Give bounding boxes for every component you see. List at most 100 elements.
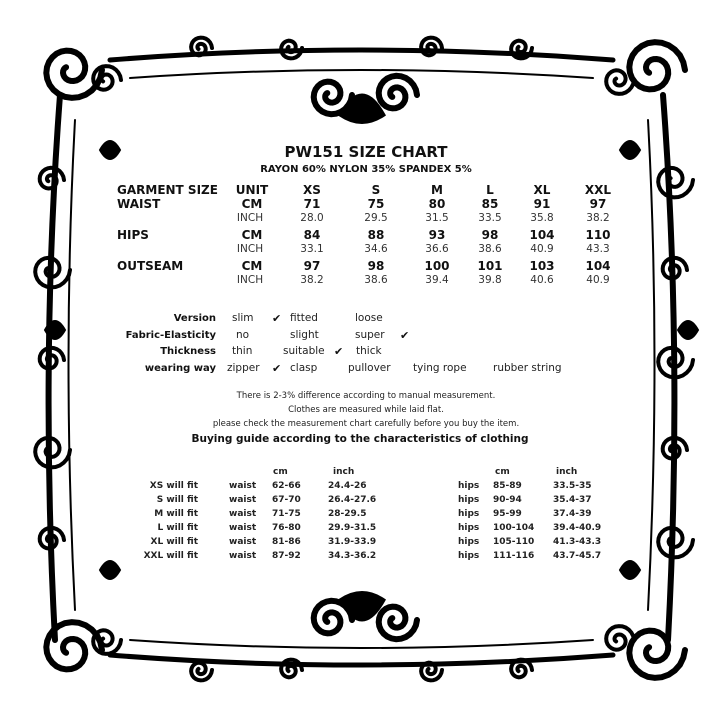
table-cell: 91 [533,197,551,211]
fit-label: L will fit [157,523,198,533]
check-icon: ✔ [334,345,344,358]
feature-option: fitted [290,312,318,324]
table-header-cell: S [371,183,381,197]
feature-option: pullover [348,362,391,374]
feature-option: clasp [290,362,318,374]
swirl-ornament [43,47,105,101]
check-icon: ✔ [400,329,410,342]
swirl-ornament [626,627,688,681]
waist-label: waist [229,481,257,491]
swirl-ornament [419,660,444,683]
table-cell: 29.5 [364,212,388,224]
table-cell: 31.5 [425,212,449,224]
check-icon: ✔ [272,362,282,375]
table-cell: 39.8 [478,274,502,286]
frame-ornament [129,639,594,649]
table-cell: 43.3 [586,243,610,255]
feature-option: suitable [283,345,325,357]
table-cell: 98 [367,259,385,273]
swirl-ornament [375,603,420,643]
buying-guide-title: Buying guide according to the characteri… [191,433,529,445]
waist-inch: 31.9-33.9 [328,537,377,547]
table-header-cell: XL [533,183,551,197]
feature-option: no [236,329,250,341]
unit-cell: CM [241,259,263,273]
table-cell: 38.2 [300,274,324,286]
hips-label: hips [458,481,480,491]
table-cell: 38.2 [586,212,610,224]
waist-inch: 34.3-36.2 [328,551,377,561]
hips-label: hips [458,537,480,547]
swirl-ornament [33,255,72,290]
swirl-ornament [310,78,355,118]
waist-cm: 87-92 [272,551,301,561]
leaf-ornament [98,140,122,160]
hips-cm: 85-89 [493,481,522,491]
fit-label: S will fit [156,495,198,505]
table-header-cell: GARMENT SIZE [117,183,218,197]
waist-cm: 62-66 [272,481,301,491]
swirl-ornament [656,345,695,380]
unit-cell: CM [241,228,263,242]
table-cell: 38.6 [364,274,388,286]
check-icon: ✔ [272,312,282,325]
table-cell: 33.1 [300,243,324,255]
swirl-ornament [189,660,214,683]
swirl-ornament [626,39,688,93]
leaf-ornament [618,140,642,160]
table-header-cell: XXL [584,183,612,197]
table-cell: 98 [481,228,499,242]
table-cell: 104 [585,259,611,273]
feature-option: thick [356,345,382,357]
fabric-composition: RAYON 60% NYLON 35% SPANDEX 5% [260,164,472,175]
swirl-ornament [660,435,689,461]
swirl-ornament [189,35,214,58]
feature-label: Thickness [160,346,216,357]
feature-option: slim [232,312,254,324]
swirl-ornament [91,64,123,92]
swirl-ornament [37,525,66,551]
leaf-ornament [676,320,700,340]
feature-option: thin [232,345,253,357]
waist-inch: 28-29.5 [328,509,367,519]
hips-label: hips [458,523,480,533]
feature-option: slight [290,329,319,341]
hips-cm: 100-104 [493,523,535,533]
unit-cell: INCH [236,212,264,224]
feature-option: rubber string [493,362,562,374]
swirl-ornament [37,345,66,371]
waist-cm: 81-86 [272,537,301,547]
inch-header: inch [333,467,355,477]
table-cell: 93 [428,228,446,242]
hips-cm: 90-94 [493,495,522,505]
waist-label: waist [229,495,257,505]
swirl-ornament [91,628,123,656]
waist-inch: 24.4-26 [328,481,367,491]
fit-label: XXL will fit [143,551,198,561]
table-cell: 40.6 [530,274,554,286]
waist-label: waist [229,537,257,547]
hips-inch: 37.4-39 [553,509,592,519]
frame-ornament [107,47,616,63]
swirl-ornament [33,435,72,470]
table-cell: 38.6 [478,243,502,255]
swirl-ornament [310,597,355,637]
swirl-ornament [509,38,534,61]
fit-label: XL will fit [150,537,198,547]
table-cell: 110 [585,228,611,242]
hips-cm: 95-99 [493,509,522,519]
hips-label: hips [458,495,480,505]
waist-inch: 26.4-27.6 [328,495,377,505]
table-header-cell: L [486,183,494,197]
table-header-cell: M [431,183,443,197]
waist-cm: 71-75 [272,509,301,519]
row-label: WAIST [117,197,161,211]
table-cell: 101 [477,259,503,273]
feature-option: loose [355,312,383,324]
waist-label: waist [229,551,257,561]
page-title: PW151 SIZE CHART [284,143,448,161]
hips-cm: 105-110 [493,537,535,547]
frame-ornament [647,119,656,611]
swirl-ornament [279,657,304,680]
